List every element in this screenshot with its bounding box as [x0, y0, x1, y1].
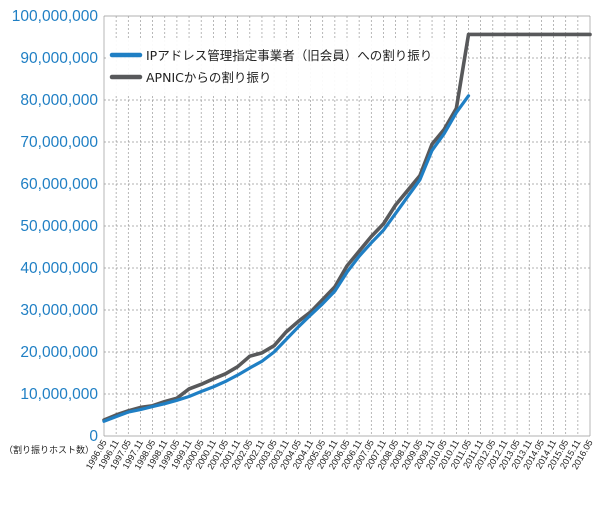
y-tick-label: 100,000,000 — [12, 8, 99, 25]
y-tick-label: 90,000,000 — [20, 50, 98, 67]
legend-label-series2: APNICからの割り振り — [146, 70, 271, 85]
series-line-1 — [102, 94, 471, 423]
y-tick-label: 50,000,000 — [20, 218, 98, 235]
legend-label-series1: IPアドレス管理指定事業者（旧会員）への割り振り — [146, 48, 432, 63]
y-tick-label: 20,000,000 — [20, 344, 98, 361]
y-tick-label: 60,000,000 — [20, 176, 98, 193]
legend-background — [106, 38, 456, 96]
y-axis-unit-label: （割り振りホスト数） — [4, 444, 94, 456]
y-tick-label: 70,000,000 — [20, 134, 98, 151]
series-lines — [102, 32, 592, 423]
y-tick-label: 30,000,000 — [20, 302, 98, 319]
y-tick-label: 10,000,000 — [20, 386, 98, 403]
x-axis-ticks: 1996.051996.111997.051997.111998.051998.… — [84, 438, 595, 471]
y-tick-label: 80,000,000 — [20, 92, 98, 109]
y-tick-label: 40,000,000 — [20, 260, 98, 277]
y-tick-label: 0 — [89, 428, 98, 445]
series-line-2 — [102, 32, 592, 422]
y-axis-ticks: 0 10,000,000 20,000,000 30,000,000 40,000,00… — [12, 8, 99, 445]
legend: IPアドレス管理指定事業者（旧会員）への割り振り APNICからの割り振り — [106, 38, 456, 96]
